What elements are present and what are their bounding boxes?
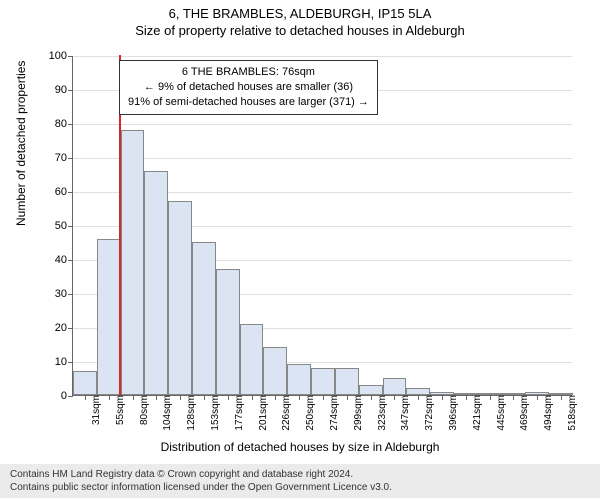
histogram-bar [97, 239, 121, 395]
x-tick-label: 80sqm [137, 395, 150, 425]
y-axis-label: Number of detached properties [14, 61, 28, 226]
histogram-bar [168, 201, 192, 395]
footer-line-2: Contains public sector information licen… [10, 481, 590, 494]
x-tick [442, 395, 443, 400]
title-line-1: 6, THE BRAMBLES, ALDEBURGH, IP15 5LA [0, 0, 600, 21]
histogram-bar [240, 324, 264, 395]
x-tick [490, 395, 491, 400]
x-tick [418, 395, 419, 400]
x-tick [133, 395, 134, 400]
x-tick [561, 395, 562, 400]
histogram-bar [121, 130, 145, 395]
x-tick-label: 55sqm [113, 395, 126, 425]
histogram-bar [335, 368, 359, 395]
x-tick [299, 395, 300, 400]
histogram-bar [144, 171, 168, 395]
annotation-box: 6 THE BRAMBLES: 76sqm ← 9% of detached h… [119, 60, 378, 115]
x-tick [371, 395, 372, 400]
y-tick-label: 40 [55, 254, 73, 266]
x-tick-label: 347sqm [398, 395, 411, 431]
x-axis-label: Distribution of detached houses by size … [0, 440, 600, 454]
grid-line [73, 158, 572, 159]
x-tick-label: 323sqm [375, 395, 388, 431]
x-tick-label: 494sqm [541, 395, 554, 431]
x-tick-label: 128sqm [184, 395, 197, 431]
x-tick-label: 421sqm [470, 395, 483, 431]
histogram-bar [73, 371, 97, 395]
chart-container: 6, THE BRAMBLES, ALDEBURGH, IP15 5LA Siz… [0, 0, 600, 500]
histogram-bar [216, 269, 240, 395]
footer-line-1: Contains HM Land Registry data © Crown c… [10, 468, 590, 481]
x-tick [180, 395, 181, 400]
x-tick-label: 104sqm [160, 395, 173, 431]
y-tick-label: 80 [55, 118, 73, 130]
x-tick-label: 153sqm [208, 395, 221, 431]
x-tick-label: 31sqm [89, 395, 102, 425]
x-tick-label: 226sqm [279, 395, 292, 431]
annotation-line-1: 6 THE BRAMBLES: 76sqm [128, 65, 369, 80]
y-tick-label: 70 [55, 152, 73, 164]
x-tick-label: 372sqm [422, 395, 435, 431]
x-tick [275, 395, 276, 400]
annotation-line-2: ← 9% of detached houses are smaller (36) [128, 80, 369, 95]
y-tick-label: 60 [55, 186, 73, 198]
histogram-bar [359, 385, 383, 395]
x-tick-label: 396sqm [446, 395, 459, 431]
x-tick [513, 395, 514, 400]
x-tick [252, 395, 253, 400]
x-tick [204, 395, 205, 400]
title-line-2: Size of property relative to detached ho… [0, 21, 600, 38]
x-tick-label: 518sqm [565, 395, 578, 431]
y-tick-label: 100 [49, 50, 73, 62]
annotation-line-3: 91% of semi-detached houses are larger (… [128, 95, 369, 110]
x-tick-label: 274sqm [327, 395, 340, 431]
x-tick-label: 299sqm [351, 395, 364, 431]
x-tick [228, 395, 229, 400]
footer: Contains HM Land Registry data © Crown c… [0, 464, 600, 498]
x-tick [347, 395, 348, 400]
x-tick-label: 469sqm [517, 395, 530, 431]
histogram-bar [263, 347, 287, 395]
histogram-bar [383, 378, 407, 395]
x-tick [109, 395, 110, 400]
histogram-bar [192, 242, 216, 395]
x-tick-label: 250sqm [303, 395, 316, 431]
x-tick-label: 177sqm [232, 395, 245, 431]
x-tick [537, 395, 538, 400]
x-tick [156, 395, 157, 400]
histogram-bar [287, 364, 311, 395]
y-tick-label: 30 [55, 288, 73, 300]
y-tick-label: 10 [55, 356, 73, 368]
grid-line [73, 56, 572, 57]
x-tick-label: 201sqm [256, 395, 269, 431]
x-tick [466, 395, 467, 400]
y-tick-label: 0 [61, 390, 73, 402]
y-tick-label: 20 [55, 322, 73, 334]
plot-area: 010203040506070809010031sqm55sqm80sqm104… [72, 56, 572, 396]
x-tick [85, 395, 86, 400]
grid-line [73, 124, 572, 125]
histogram-bar [406, 388, 430, 395]
histogram-bar [311, 368, 335, 395]
x-tick-label: 445sqm [494, 395, 507, 431]
x-tick [394, 395, 395, 400]
y-tick-label: 90 [55, 84, 73, 96]
x-tick [323, 395, 324, 400]
y-tick-label: 50 [55, 220, 73, 232]
